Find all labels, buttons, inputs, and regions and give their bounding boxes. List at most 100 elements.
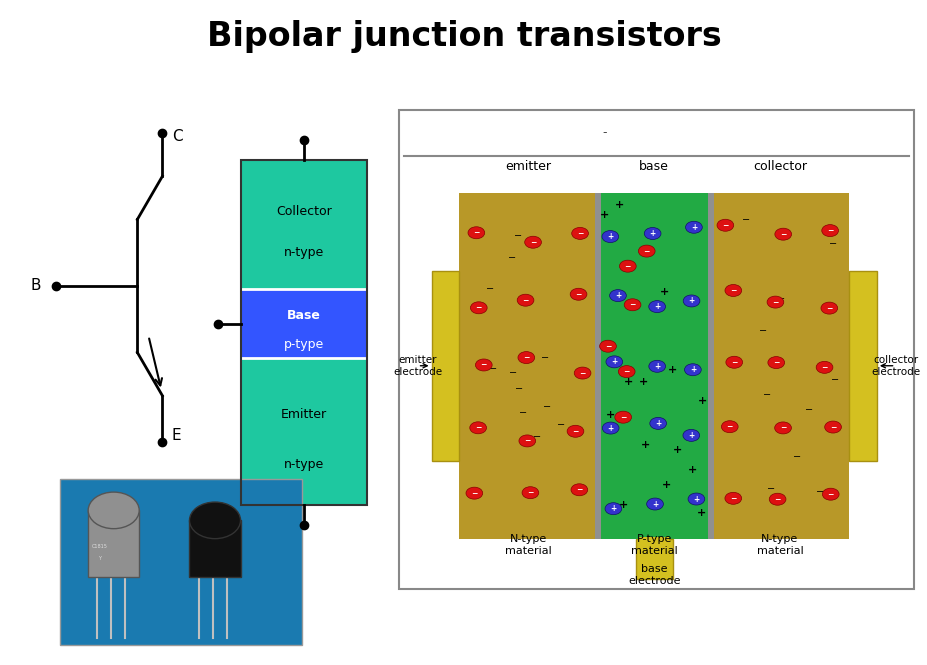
Text: +: +	[688, 431, 693, 440]
Circle shape	[88, 492, 139, 529]
Text: −: −	[529, 237, 536, 247]
Text: +: +	[667, 365, 677, 375]
Bar	[399, 110, 913, 589]
Circle shape	[816, 361, 832, 373]
Text: p-type: p-type	[284, 338, 324, 351]
Text: −: −	[758, 326, 767, 336]
Bar	[241, 160, 366, 505]
Circle shape	[570, 483, 587, 495]
Circle shape	[604, 503, 621, 515]
Text: N-type
material: N-type material	[504, 535, 552, 556]
Text: base
electrode: base electrode	[628, 565, 679, 586]
Bar	[189, 520, 240, 577]
Circle shape	[646, 498, 663, 510]
Text: +: +	[654, 302, 659, 311]
Circle shape	[820, 302, 837, 314]
Text: −: −	[489, 364, 497, 374]
Text: −: −	[476, 303, 481, 313]
Text: −: −	[828, 239, 836, 249]
Text: −: −	[508, 253, 516, 263]
Text: +: +	[689, 365, 695, 374]
Text: −: −	[815, 487, 823, 497]
Text: −: −	[780, 229, 785, 239]
Text: −: −	[624, 261, 630, 271]
Circle shape	[624, 299, 641, 311]
Text: −: −	[742, 215, 749, 225]
Text: +: +	[615, 291, 620, 300]
Text: −: −	[730, 494, 736, 503]
Text: +: +	[697, 396, 706, 406]
Bar	[459, 193, 597, 539]
Text: +: +	[662, 479, 671, 489]
Text: Y: Y	[97, 556, 101, 561]
Text: +: +	[696, 509, 705, 519]
Circle shape	[648, 360, 665, 372]
Circle shape	[475, 359, 491, 371]
Circle shape	[682, 295, 699, 307]
Circle shape	[617, 366, 634, 378]
Circle shape	[569, 288, 586, 300]
Text: −: −	[475, 424, 481, 432]
Circle shape	[469, 422, 486, 434]
Text: −: −	[827, 489, 833, 499]
Bar	[431, 271, 459, 461]
Text: +: +	[610, 504, 616, 513]
Text: +: +	[659, 287, 668, 297]
Bar	[707, 193, 713, 539]
Text: −: −	[572, 427, 578, 436]
Circle shape	[602, 422, 618, 434]
Text: −: −	[527, 488, 533, 497]
Text: −: −	[773, 495, 780, 503]
Text: −: −	[518, 408, 527, 418]
Text: +: +	[690, 223, 696, 232]
Text: −: −	[578, 368, 585, 378]
Bar	[710, 193, 848, 539]
Text: −: −	[721, 221, 728, 229]
Bar	[241, 358, 366, 505]
Text: +: +	[689, 362, 698, 372]
Text: Emitter: Emitter	[281, 408, 326, 421]
Text: +: +	[640, 440, 649, 450]
Text: +: +	[654, 362, 660, 371]
Circle shape	[615, 411, 631, 423]
Text: −: −	[473, 228, 479, 237]
Text: emitter
electrode: emitter electrode	[393, 355, 441, 376]
Circle shape	[517, 352, 534, 364]
Text: P-type
material: P-type material	[630, 535, 677, 556]
Text: −: −	[772, 358, 779, 367]
Text: −: −	[619, 413, 626, 422]
Text: −: −	[542, 402, 551, 412]
Text: +: +	[605, 410, 615, 420]
Text: Base: Base	[286, 309, 321, 322]
Circle shape	[821, 488, 838, 500]
Circle shape	[599, 340, 616, 352]
Text: −: −	[577, 229, 583, 238]
Circle shape	[609, 290, 626, 302]
Circle shape	[648, 301, 665, 313]
Circle shape	[724, 492, 741, 504]
Text: +: +	[688, 297, 694, 305]
Text: −: −	[771, 298, 778, 307]
Text: −: −	[471, 489, 477, 497]
Text: −: −	[523, 353, 529, 362]
Bar	[88, 511, 139, 577]
Text: C: C	[171, 129, 182, 144]
Circle shape	[774, 228, 791, 240]
Text: -: -	[603, 126, 606, 140]
Circle shape	[522, 487, 539, 499]
Text: −: −	[522, 296, 528, 305]
Text: Bipolar junction transistors: Bipolar junction transistors	[207, 20, 720, 53]
Text: −: −	[533, 432, 540, 442]
Circle shape	[516, 294, 533, 306]
Text: −: −	[480, 360, 487, 370]
Text: n-type: n-type	[284, 247, 324, 259]
Text: −: −	[829, 422, 835, 432]
Bar	[594, 193, 600, 539]
Bar	[241, 289, 366, 358]
Circle shape	[821, 225, 838, 237]
Text: −: −	[514, 384, 523, 394]
Text: +: +	[651, 499, 657, 509]
Circle shape	[518, 435, 535, 447]
Bar	[60, 479, 301, 645]
Text: +: +	[607, 424, 613, 432]
